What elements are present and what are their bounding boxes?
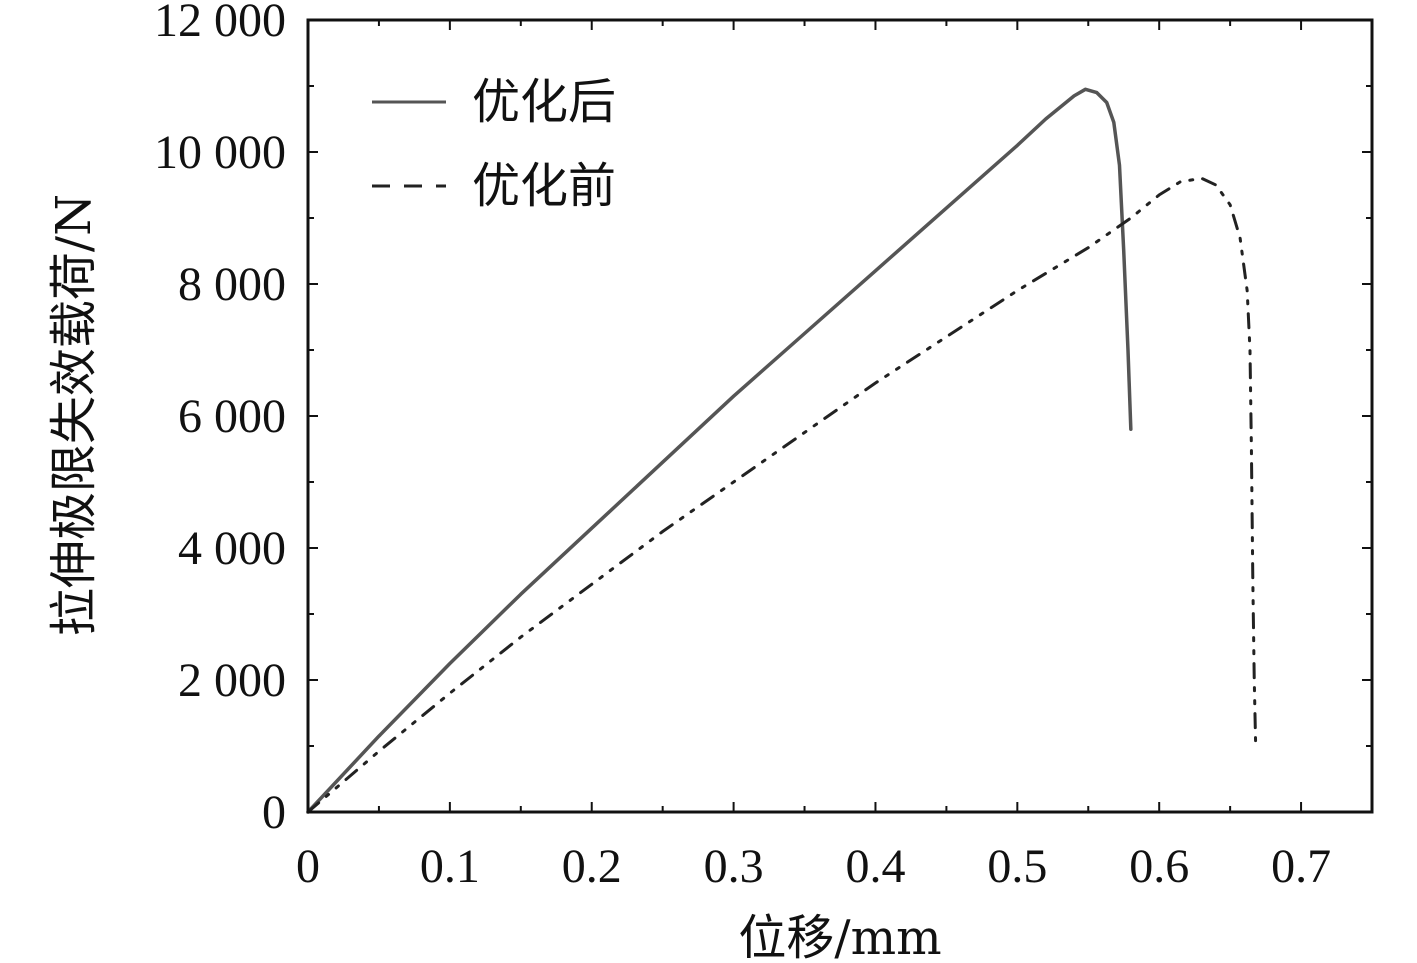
plot-area: 0 2 000 4 000 6 000 8 000 10 000 12 000 0 0.1 0.… bbox=[154, 0, 1374, 893]
legend-label-optimized-before: 优化前 bbox=[472, 158, 616, 214]
x-tick-label: 0.2 bbox=[562, 840, 622, 893]
y-tick-label: 0 bbox=[262, 786, 286, 839]
x-tick-label: 0.3 bbox=[704, 840, 764, 893]
x-axis-title: 位移/mm bbox=[738, 910, 941, 963]
x-tick-label: 0.1 bbox=[420, 840, 480, 893]
x-tick-label: 0.4 bbox=[845, 840, 905, 893]
y-tick-label: 10 000 bbox=[154, 126, 286, 179]
x-tick-label: 0.7 bbox=[1271, 840, 1331, 893]
y-axis-title: 拉伸极限失效载荷/N bbox=[46, 194, 102, 636]
y-tick-label: 4 000 bbox=[178, 522, 286, 575]
legend-label-optimized-after: 优化后 bbox=[472, 74, 616, 130]
x-tick-label: 0.5 bbox=[987, 840, 1047, 893]
series-layer bbox=[306, 87, 1258, 814]
plot-frame bbox=[306, 18, 1374, 814]
legend: 优化后 优化前 bbox=[372, 74, 616, 214]
x-tick-label: 0 bbox=[296, 840, 320, 893]
series-line-optimized-before bbox=[306, 176, 1258, 814]
series-line-optimized-after bbox=[306, 87, 1133, 814]
x-tick-label: 0.6 bbox=[1129, 840, 1189, 893]
y-tick-label: 12 000 bbox=[154, 0, 286, 47]
y-tick-label: 8 000 bbox=[178, 258, 286, 311]
y-tick-label: 6 000 bbox=[178, 390, 286, 443]
y-ticks: 0 2 000 4 000 6 000 8 000 10 000 12 000 bbox=[154, 0, 1372, 839]
y-tick-label: 2 000 bbox=[178, 654, 286, 707]
x-ticks: 0 0.1 0.2 0.3 0.4 0.5 0.6 0.7 bbox=[296, 20, 1331, 893]
